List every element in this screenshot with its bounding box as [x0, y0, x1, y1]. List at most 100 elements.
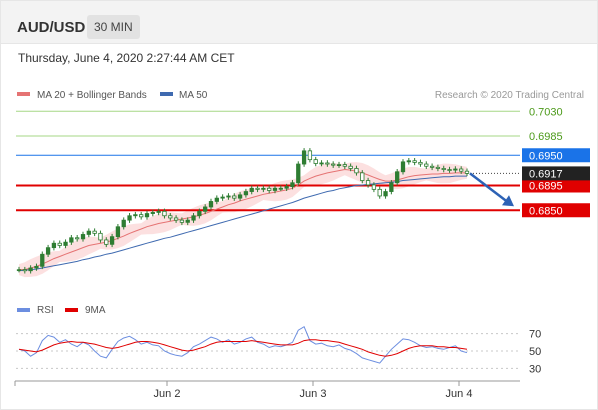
- candle: [16, 266, 22, 273]
- candle-body: [354, 168, 359, 174]
- candle: [208, 198, 214, 210]
- candle: [191, 213, 196, 223]
- candle: [69, 235, 74, 245]
- x-tick-label-Jun-4: Jun 4: [446, 388, 473, 400]
- candle: [34, 263, 39, 271]
- candle: [255, 185, 260, 193]
- candle: [75, 235, 80, 242]
- candle-body: [75, 237, 80, 240]
- price-candles: [16, 148, 470, 274]
- candle-body: [168, 215, 173, 219]
- candle: [214, 195, 219, 205]
- candle-body: [319, 162, 324, 165]
- candle-body: [389, 182, 394, 192]
- rsi-legend-swatch: [17, 308, 30, 312]
- rsi-legend-label: RSI: [37, 305, 54, 316]
- ma50-line: [18, 175, 467, 272]
- candle-body: [109, 236, 115, 245]
- candle-body: [313, 159, 318, 164]
- candle: [383, 188, 388, 199]
- ma9-legend-swatch: [65, 308, 78, 312]
- level-tag-0.6985: 0.6985: [529, 131, 563, 143]
- level-tag-bg-0.6850: [522, 203, 590, 218]
- bollinger-bands: [19, 162, 467, 278]
- candle-body: [406, 160, 411, 163]
- candle: [173, 215, 179, 223]
- candle: [459, 166, 464, 174]
- currency-pair-title: AUD/USD: [17, 19, 86, 36]
- level-tag-0.7030: 0.7030: [529, 106, 563, 118]
- candle: [156, 208, 161, 216]
- candle-body: [127, 215, 132, 221]
- candle-body: [395, 171, 400, 184]
- timeframe-badge[interactable]: 30 MIN: [87, 15, 140, 39]
- ma20-legend-label: MA 20 + Bollinger Bands: [37, 90, 147, 101]
- candle: [342, 161, 347, 169]
- candle-body: [45, 247, 51, 255]
- candle-body: [208, 201, 214, 208]
- candle-body: [255, 187, 260, 190]
- candle-body: [284, 186, 289, 189]
- candle: [86, 228, 91, 238]
- rsi-tick-50: 50: [529, 346, 541, 358]
- candle-body: [371, 184, 377, 190]
- candle: [406, 158, 411, 165]
- candle-body: [22, 269, 27, 272]
- candle-body: [121, 219, 126, 228]
- candle: [365, 177, 371, 188]
- candle-body: [261, 187, 266, 190]
- candle-body: [267, 187, 272, 191]
- candle: [226, 193, 231, 200]
- rsi-panel: 70 50 30: [16, 325, 541, 375]
- candle: [104, 237, 109, 248]
- candle-body: [307, 150, 313, 161]
- candle-body: [249, 187, 254, 192]
- x-tick-label-Jun-3: Jun 3: [300, 388, 327, 400]
- candle-body: [86, 230, 91, 235]
- x-tick-label-Jun-2: Jun 2: [154, 388, 181, 400]
- candle: [301, 148, 307, 167]
- candle: [272, 185, 278, 194]
- candle-body: [220, 196, 225, 199]
- rsi-ma9-line: [18, 339, 468, 357]
- chart-header: AUD/USD 30 MIN: [1, 1, 597, 44]
- candle: [127, 213, 132, 223]
- forecast-arrow-head: [502, 195, 514, 207]
- candle-body: [278, 187, 283, 190]
- candle: [203, 204, 208, 215]
- candle: [418, 159, 423, 167]
- candle-body: [34, 265, 39, 269]
- candle-body: [150, 212, 155, 214]
- candle-body: [162, 210, 167, 217]
- candle-body: [296, 163, 301, 184]
- candle-body: [57, 242, 62, 246]
- candle-body: [115, 226, 121, 238]
- candle-body: [290, 182, 295, 187]
- candle-body: [418, 161, 423, 165]
- candle: [45, 244, 51, 257]
- candle: [243, 188, 249, 198]
- level-tags: 0.7030 0.6985 0.6950 0.6895 0.6850 0.6917: [469, 106, 590, 218]
- candle: [400, 159, 406, 175]
- chart-datetime: Thursday, June 4, 2020 2:27:44 AM CET: [18, 51, 235, 65]
- candle: [377, 186, 382, 199]
- candle: [284, 183, 289, 191]
- candle-body: [16, 269, 22, 272]
- candle-body: [40, 253, 45, 267]
- candle: [237, 192, 243, 201]
- candle: [290, 180, 295, 190]
- candle: [360, 170, 365, 184]
- candle-body: [360, 172, 365, 181]
- ma20-legend-swatch: [17, 92, 30, 96]
- candle-body: [51, 242, 57, 249]
- candle: [28, 265, 33, 274]
- candle: [319, 160, 324, 167]
- research-credit: Research © 2020 Trading Central: [435, 90, 584, 101]
- candle: [133, 211, 138, 219]
- candle-body: [447, 169, 452, 171]
- candle: [40, 251, 45, 270]
- candle-body: [400, 161, 406, 173]
- rsi-tick-30: 30: [529, 363, 541, 375]
- level-tag-0.6850: 0.6850: [529, 205, 563, 217]
